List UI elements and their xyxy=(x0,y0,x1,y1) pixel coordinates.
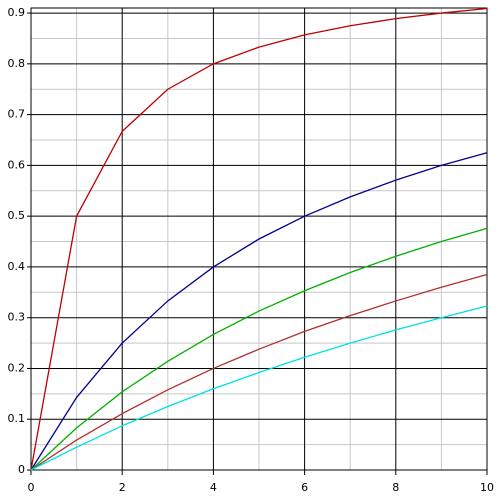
series-line xyxy=(30,273,488,471)
y-tick-label: 0.6 xyxy=(8,158,26,171)
x-tick-label: 0 xyxy=(28,481,35,494)
series-line xyxy=(30,152,488,471)
x-tick-label: 4 xyxy=(210,481,217,494)
x-tick-label: 10 xyxy=(480,481,494,494)
y-tick-label: 0.7 xyxy=(8,108,26,121)
x-tick-label: 6 xyxy=(301,481,308,494)
y-tick-label: 0.2 xyxy=(8,361,26,374)
y-tick-label: 0.4 xyxy=(8,260,26,273)
y-tick-label: 0.5 xyxy=(8,209,26,222)
y-tick-label: 0 xyxy=(18,463,25,476)
series-line xyxy=(30,7,488,471)
plot-frame xyxy=(30,7,488,471)
x-tick-label: 2 xyxy=(119,481,126,494)
y-tick-label: 0.9 xyxy=(8,6,26,19)
y-tick-label: 0.3 xyxy=(8,311,26,324)
x-tick-label: 8 xyxy=(392,481,399,494)
series-line xyxy=(30,227,488,471)
series-line xyxy=(30,305,488,471)
y-tick-label: 0.1 xyxy=(8,412,26,425)
y-tick-label: 0.8 xyxy=(8,57,26,70)
